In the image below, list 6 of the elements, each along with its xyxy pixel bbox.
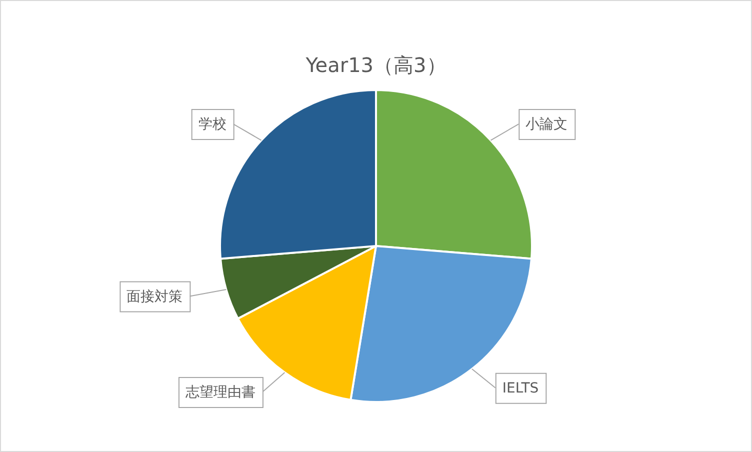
slice-label: 面接対策 xyxy=(126,288,183,305)
slice-label: 志望理由書 xyxy=(185,384,256,401)
slice-label: IELTS xyxy=(502,380,539,397)
chart-title: Year13（高3） xyxy=(304,53,446,78)
slice-label: 学校 xyxy=(198,116,226,133)
slice-label: 小論文 xyxy=(526,116,568,133)
